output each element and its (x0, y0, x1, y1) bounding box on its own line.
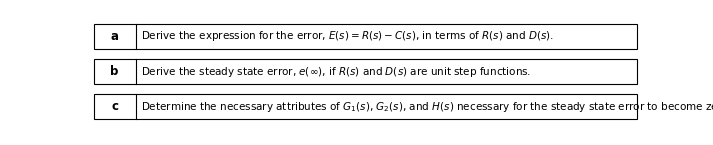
FancyBboxPatch shape (93, 59, 637, 84)
Text: a: a (111, 30, 118, 43)
Text: Derive the steady state error, $e(\infty)$, if $R(s)$ and $D(s)$ are unit step f: Derive the steady state error, $e(\infty… (141, 65, 531, 79)
FancyBboxPatch shape (93, 24, 637, 49)
Text: b: b (111, 65, 119, 78)
Text: c: c (111, 100, 118, 113)
FancyBboxPatch shape (93, 94, 637, 119)
Text: Determine the necessary attributes of $G_1(s)$, $G_2(s)$, and $H(s)$ necessary f: Determine the necessary attributes of $G… (141, 100, 713, 114)
Text: Derive the expression for the error, $E(s) = R(s) - C(s)$, in terms of $R(s)$ an: Derive the expression for the error, $E(… (141, 29, 554, 43)
